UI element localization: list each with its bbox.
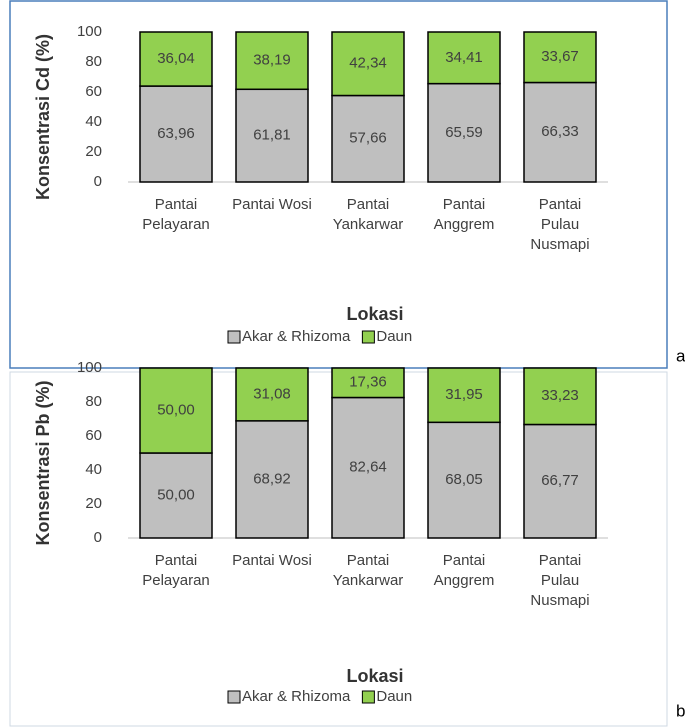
bar-segment — [235, 367, 309, 422]
data-label: 31,95 — [445, 386, 483, 403]
axis-title: Lokasi — [346, 304, 403, 324]
legend-label: Akar & Rhizoma — [242, 688, 351, 705]
x-tick-label: Pantai Pulau Nusmapi — [530, 552, 589, 609]
x-tick-label: Pantai Pelayaran — [142, 196, 210, 233]
x-tick-label: Pantai Anggrem — [434, 552, 495, 589]
data-label: 36,04 — [157, 50, 195, 67]
data-label: 38,19 — [253, 52, 291, 69]
bar-segment — [331, 367, 405, 399]
panel-label: a — [676, 346, 685, 365]
legend-label: Daun — [376, 328, 412, 345]
y-tick-label: 0 — [94, 173, 102, 190]
data-label: 65,59 — [445, 124, 483, 141]
data-label: 82,64 — [349, 459, 387, 476]
y-tick-label: 80 — [85, 393, 102, 410]
x-tick-label: Pantai Wosi — [232, 196, 312, 213]
data-label: 17,36 — [349, 374, 387, 391]
data-label: 50,00 — [157, 401, 195, 418]
data-label: 42,34 — [349, 55, 387, 72]
data-label: 63,96 — [157, 125, 195, 142]
axis-title: Konsentrasi Pb (%) — [33, 380, 53, 545]
data-label: 68,92 — [253, 470, 291, 487]
x-tick-label: Pantai Pelayaran — [142, 552, 210, 589]
bar-segment — [523, 367, 597, 426]
data-label: 68,05 — [445, 471, 483, 488]
data-label: 57,66 — [349, 130, 387, 147]
y-tick-label: 100 — [77, 359, 102, 376]
legend-swatch — [361, 330, 375, 344]
legend-label: Daun — [376, 688, 412, 705]
bar-segment — [523, 423, 597, 539]
legend-swatch — [227, 330, 241, 344]
data-label: 50,00 — [157, 486, 195, 503]
y-tick-label: 20 — [85, 495, 102, 512]
y-tick-label: 40 — [85, 113, 102, 130]
legend-label: Akar & Rhizoma — [242, 328, 351, 345]
x-tick-label: Pantai Wosi — [232, 552, 312, 569]
y-tick-label: 80 — [85, 53, 102, 70]
y-tick-label: 20 — [85, 143, 102, 160]
y-tick-label: 60 — [85, 427, 102, 444]
bar-segment — [139, 85, 213, 183]
data-label: 33,23 — [541, 387, 579, 404]
y-tick-label: 40 — [85, 461, 102, 478]
data-label: 61,81 — [253, 127, 291, 144]
bar-segment — [139, 367, 213, 454]
axis-title: Konsentrasi Cd (%) — [33, 34, 53, 200]
bar-segment — [331, 31, 405, 97]
bar-segment — [139, 31, 213, 87]
x-tick-label: Pantai Yankarwar — [333, 552, 404, 589]
y-tick-label: 0 — [94, 529, 102, 546]
bar-segment — [235, 31, 309, 91]
data-label: 66,77 — [541, 472, 579, 489]
data-label: 31,08 — [253, 385, 291, 402]
bar-segment — [139, 452, 213, 539]
bar-segment — [235, 88, 309, 183]
x-tick-label: Pantai Anggrem — [434, 196, 495, 233]
bar-segment — [523, 81, 597, 183]
x-tick-label: Pantai Yankarwar — [333, 196, 404, 233]
bar-segment — [331, 396, 405, 539]
bar-segment — [427, 367, 501, 424]
axis-title: Lokasi — [346, 666, 403, 686]
y-tick-label: 60 — [85, 83, 102, 100]
bar-segment — [427, 82, 501, 183]
bar-segment — [523, 31, 597, 84]
legend-swatch — [227, 690, 241, 704]
bar-segment — [427, 31, 501, 85]
x-tick-label: Pantai Pulau Nusmapi — [530, 196, 589, 253]
data-label: 66,33 — [541, 123, 579, 140]
y-tick-label: 100 — [77, 23, 102, 40]
legend-swatch — [361, 690, 375, 704]
bar-segment — [331, 94, 405, 183]
data-label: 33,67 — [541, 48, 579, 65]
panel-label: b — [676, 701, 685, 720]
data-label: 34,41 — [445, 49, 483, 66]
